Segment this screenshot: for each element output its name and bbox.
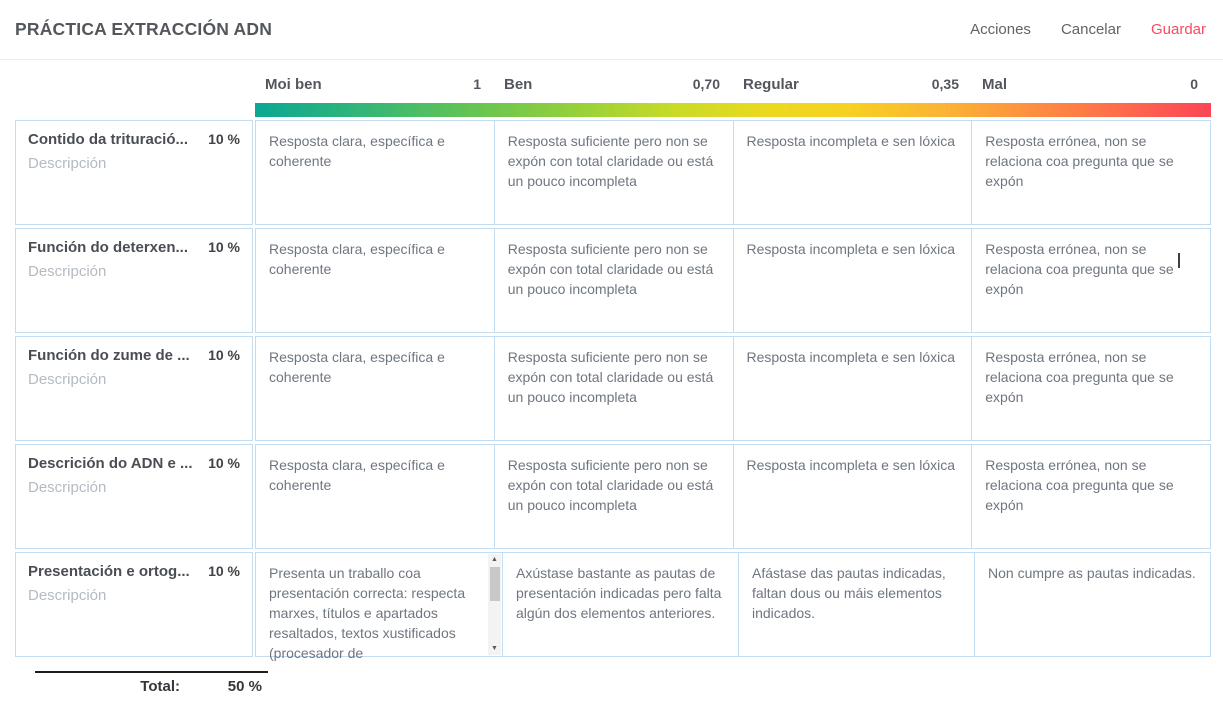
total-row: Total: 50 % — [35, 671, 268, 695]
scrollbar-thumb[interactable] — [489, 567, 500, 601]
cancelar-button[interactable]: Cancelar — [1060, 21, 1121, 38]
criterion-weight[interactable]: 10 % — [208, 347, 240, 363]
scroll-down-icon[interactable]: ▼ — [491, 645, 498, 652]
rubric-cell[interactable]: Resposta clara, específica e coherente — [255, 444, 495, 549]
rubric-cell[interactable]: Resposta incompleta e sen lóxica — [732, 228, 973, 333]
topbar: PRÁCTICA EXTRACCIÓN ADN Acciones Cancela… — [0, 0, 1223, 60]
acciones-button[interactable]: Acciones — [970, 21, 1031, 38]
rubric-cell[interactable]: Resposta errónea, non se relaciona coa p… — [971, 336, 1211, 441]
rubric-cell-scrollable[interactable]: Presenta un traballo coa presentación co… — [255, 552, 503, 661]
criterion-weight[interactable]: 10 % — [208, 131, 240, 147]
rubric-cell[interactable]: Resposta incompleta e sen lóxica — [732, 120, 973, 225]
guardar-button[interactable]: Guardar — [1150, 21, 1206, 38]
rubric-cell[interactable]: Resposta errónea, non se relaciona coa p… — [971, 120, 1211, 225]
rubric-cell-text: Presenta un traballo coa presentación co… — [269, 565, 466, 662]
table-row: Presentación e ortog... 10 % Descripción… — [15, 552, 1211, 661]
criterion-name[interactable]: Función do deterxen... — [28, 239, 189, 256]
criterion-description-placeholder[interactable]: Descripción — [28, 263, 107, 280]
criterion-name[interactable]: Descrición do ADN e ... — [28, 455, 193, 472]
topbar-actions: Acciones Cancelar Guardar — [970, 21, 1206, 38]
rubric-cell[interactable]: Non cumpre as pautas indicadas. — [974, 552, 1211, 657]
criterion-description-placeholder[interactable]: Descripción — [28, 587, 107, 604]
rubric-cell[interactable]: Resposta suficiente pero non se expón co… — [493, 444, 734, 549]
criterion-weight[interactable]: 10 % — [208, 455, 240, 471]
total-value: 50 % — [227, 678, 262, 695]
criterion-weight[interactable]: 10 % — [208, 563, 240, 579]
score-gradient-bar — [255, 103, 1211, 117]
level-value[interactable]: 0 — [1190, 76, 1198, 92]
rubric-cell-focused[interactable]: Resposta errónea, non se relaciona coa p… — [971, 228, 1211, 333]
rubric-cell[interactable]: Resposta incompleta e sen lóxica — [732, 444, 973, 549]
criterion-description-placeholder[interactable]: Descripción — [28, 155, 107, 172]
rubric-cell[interactable]: Resposta suficiente pero non se expón co… — [493, 120, 734, 225]
rubric-cell[interactable]: Resposta clara, específica e coherente — [255, 228, 495, 333]
total-label: Total: — [140, 678, 180, 695]
criterion-name[interactable]: Presentación e ortog... — [28, 563, 190, 580]
level-label[interactable]: Moi ben — [265, 76, 322, 93]
level-label[interactable]: Ben — [504, 76, 533, 93]
criterion-cell[interactable]: Presentación e ortog... 10 % Descripción — [15, 552, 253, 657]
scroll-up-icon[interactable]: ▲ — [491, 556, 498, 563]
text-cursor — [1178, 253, 1180, 268]
rubric-cell[interactable]: Resposta suficiente pero non se expón co… — [493, 336, 734, 441]
criterion-name[interactable]: Contido da trituració... — [28, 131, 188, 148]
criterion-weight[interactable]: 10 % — [208, 239, 240, 255]
level-header-moi-ben: Moi ben 1 — [255, 76, 494, 93]
level-label[interactable]: Mal — [982, 76, 1008, 93]
criterion-description-placeholder[interactable]: Descripción — [28, 479, 107, 496]
criterion-cell[interactable]: Contido da trituració... 10 % Descripció… — [15, 120, 253, 225]
rubric-cell[interactable]: Resposta clara, específica e coherente — [255, 336, 495, 441]
level-value[interactable]: 0,35 — [931, 76, 959, 92]
criterion-cell[interactable]: Descrición do ADN e ... 10 % Descripción — [15, 444, 253, 549]
table-row: Función do deterxen... 10 % Descripción … — [15, 228, 1211, 333]
rubric-cell[interactable]: Resposta errónea, non se relaciona coa p… — [971, 444, 1211, 549]
criterion-description-placeholder[interactable]: Descripción — [28, 371, 107, 388]
level-header-mal: Mal 0 — [972, 76, 1211, 93]
level-headers-row: Moi ben 1 Ben 0,70 Regular 0,35 Mal 0 — [255, 60, 1211, 103]
table-row: Descrición do ADN e ... 10 % Descripción… — [15, 444, 1211, 549]
rubric-cell[interactable]: Resposta suficiente pero non se expón co… — [493, 228, 734, 333]
level-value[interactable]: 1 — [473, 76, 481, 92]
rubric-cell[interactable]: Resposta incompleta e sen lóxica — [732, 336, 973, 441]
criterion-cell[interactable]: Función do deterxen... 10 % Descripción — [15, 228, 253, 333]
table-row: Contido da trituració... 10 % Descripció… — [15, 120, 1211, 225]
rubric-table: Moi ben 1 Ben 0,70 Regular 0,35 Mal 0 Co… — [0, 60, 1223, 695]
level-value[interactable]: 0,70 — [692, 76, 720, 92]
vertical-scrollbar[interactable]: ▲ ▼ — [488, 554, 501, 655]
rubric-cell-text: Resposta errónea, non se relaciona coa p… — [985, 241, 1174, 298]
rubric-cell[interactable]: Axústase bastante as pautas de presentac… — [502, 552, 739, 657]
criterion-name[interactable]: Función do zume de ... — [28, 347, 190, 364]
criterion-cell[interactable]: Función do zume de ... 10 % Descripción — [15, 336, 253, 441]
level-header-regular: Regular 0,35 — [733, 76, 972, 93]
page-title: PRÁCTICA EXTRACCIÓN ADN — [15, 19, 273, 39]
level-label[interactable]: Regular — [743, 76, 799, 93]
rubric-cell[interactable]: Afástase das pautas indicadas, faltan do… — [738, 552, 975, 657]
level-header-ben: Ben 0,70 — [494, 76, 733, 93]
rubric-cell[interactable]: Resposta clara, específica e coherente — [255, 120, 495, 225]
table-row: Función do zume de ... 10 % Descripción … — [15, 336, 1211, 441]
